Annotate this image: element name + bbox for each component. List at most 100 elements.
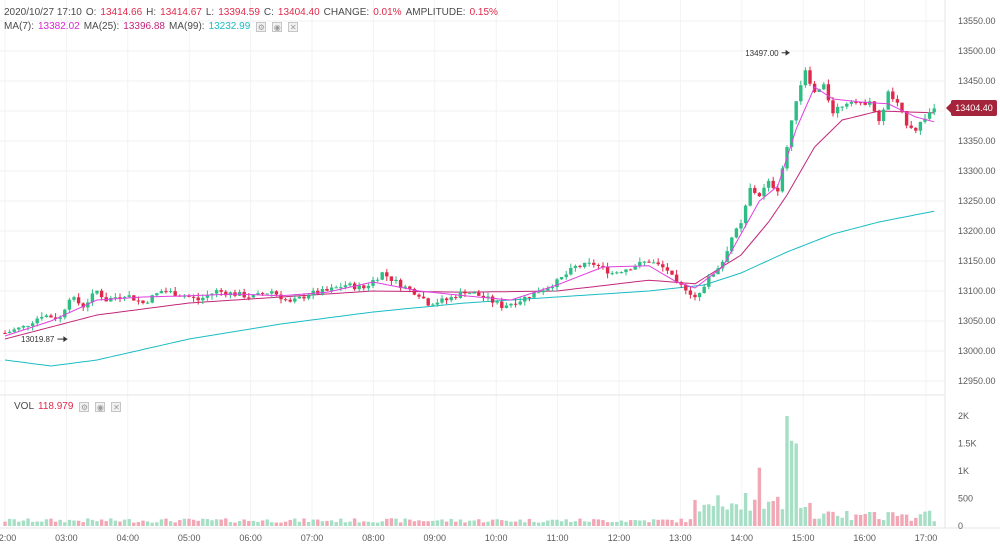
- volume-bar: [182, 518, 187, 526]
- header-datetime: 2020/10/27 17:10: [4, 7, 82, 18]
- volume-bar: [72, 520, 76, 526]
- volume-bar: [426, 521, 430, 526]
- candle-body: [877, 111, 881, 122]
- change-label: CHANGE:: [323, 7, 370, 18]
- close-icon[interactable]: ✕: [111, 401, 122, 412]
- grid-lines: [0, 0, 1000, 529]
- candle-body: [776, 187, 780, 192]
- candle-body: [564, 274, 568, 278]
- volume-bar: [670, 519, 674, 526]
- close-value: 13404.40: [277, 7, 320, 18]
- volume-bar: [739, 509, 743, 526]
- volume-bar: [385, 518, 389, 526]
- volume-bar: [523, 522, 527, 526]
- candle-body: [835, 106, 840, 114]
- ma7-label: MA(7):: [4, 21, 34, 32]
- volume-bar: [435, 520, 440, 526]
- candle-body: [389, 276, 394, 281]
- ma-header: MA(7): 13382.02 MA(25): 13396.88 MA(99):…: [4, 21, 302, 32]
- volume-bar: [785, 416, 789, 526]
- candle-body: [509, 303, 513, 306]
- candle-body: [605, 266, 610, 274]
- candle-body: [927, 112, 932, 119]
- candle-body: [619, 272, 624, 274]
- eye-icon[interactable]: ◉: [272, 21, 283, 32]
- volume-bar: [679, 518, 683, 526]
- volume-tick-label: 500: [958, 494, 973, 504]
- volume-bar: [886, 512, 890, 526]
- volume-bar: [518, 519, 522, 526]
- volume-bar: [293, 518, 297, 526]
- volume-bar: [132, 522, 136, 526]
- candle-body: [168, 291, 173, 293]
- candle-body: [716, 268, 720, 275]
- volume-bar: [803, 506, 808, 526]
- candle-body: [849, 101, 854, 104]
- time-tick-label: 08:00: [362, 533, 385, 543]
- ma7-value: 13382.02: [38, 21, 80, 32]
- volume-bar: [440, 519, 444, 526]
- candle-body: [923, 118, 927, 122]
- volume-bar: [656, 519, 660, 526]
- candle-body: [730, 237, 734, 252]
- price-tick-label: 13450.00: [958, 76, 996, 86]
- ma7-line: [4, 86, 935, 337]
- amplitude-value: 0.15%: [469, 7, 498, 18]
- candle-body: [794, 101, 798, 121]
- volume-bar: [651, 519, 656, 526]
- candle-body: [527, 296, 532, 298]
- candle-body: [490, 296, 495, 303]
- volume-bar: [794, 443, 798, 526]
- candle-body: [403, 286, 407, 288]
- candle-body: [196, 297, 200, 301]
- volume-bar: [449, 518, 453, 526]
- volume-bar: [490, 519, 495, 526]
- volume-bar: [30, 521, 35, 526]
- candle-body: [214, 290, 219, 294]
- volume-bar: [638, 520, 642, 526]
- candle-body: [164, 291, 168, 293]
- volume-bar: [610, 522, 614, 526]
- candle-body: [449, 297, 453, 301]
- volume-bar: [81, 522, 85, 526]
- ma25-polyline: [4, 110, 935, 340]
- gear-icon[interactable]: ⚙: [256, 21, 267, 32]
- time-tick-label: 12:00: [608, 533, 631, 543]
- candle-body: [817, 89, 821, 92]
- candle-body: [753, 187, 757, 193]
- volume-bar: [320, 521, 325, 526]
- candle-body: [697, 293, 702, 298]
- volume-bar: [573, 521, 578, 526]
- volume-bar: [109, 518, 113, 526]
- volume-bar: [927, 510, 932, 526]
- volume-bar: [431, 520, 435, 526]
- time-tick-label: 14:00: [731, 533, 754, 543]
- candle-body: [546, 287, 550, 291]
- time-tick-label: 13:00: [669, 533, 692, 543]
- candle-body: [12, 329, 16, 332]
- price-tick-label: 13500.00: [958, 46, 996, 56]
- volume-bar: [141, 520, 145, 526]
- eye-icon[interactable]: ◉: [95, 401, 106, 412]
- gear-icon[interactable]: ⚙: [79, 401, 90, 412]
- candle-body: [647, 261, 651, 263]
- volume-bar: [822, 513, 826, 526]
- candle-body: [808, 70, 812, 84]
- candle-body: [431, 304, 435, 306]
- candle-body: [408, 286, 412, 289]
- time-tick-label: 05:00: [178, 533, 201, 543]
- volume-bar: [357, 522, 361, 526]
- volume-bar: [532, 521, 536, 526]
- volume-bar: [49, 518, 53, 526]
- price-tick-label: 13150.00: [958, 256, 996, 266]
- volume-bar: [477, 519, 481, 526]
- candle-body: [615, 272, 619, 274]
- close-icon[interactable]: ✕: [288, 21, 299, 32]
- candle-body: [914, 127, 918, 131]
- volume-bar: [909, 520, 913, 526]
- volume-bar: [854, 514, 858, 526]
- volume-bar: [86, 518, 90, 526]
- volume-bar: [840, 517, 844, 526]
- candle-body: [481, 295, 486, 298]
